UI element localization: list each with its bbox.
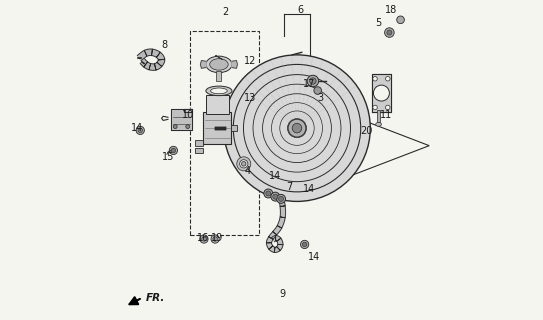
Text: 18: 18: [385, 5, 397, 15]
Text: 9: 9: [280, 289, 286, 299]
Text: 15: 15: [162, 152, 174, 162]
Polygon shape: [232, 60, 237, 68]
Circle shape: [302, 242, 307, 247]
Circle shape: [300, 240, 309, 249]
Circle shape: [314, 87, 321, 94]
Circle shape: [387, 30, 392, 35]
Circle shape: [213, 237, 217, 241]
Circle shape: [237, 157, 251, 171]
Circle shape: [397, 16, 405, 24]
Bar: [216, 71, 222, 81]
Text: 2: 2: [222, 7, 229, 17]
Bar: [195, 140, 203, 146]
Bar: [231, 125, 237, 131]
Circle shape: [373, 76, 377, 81]
Text: 11: 11: [380, 110, 392, 120]
Bar: [206, 95, 229, 114]
Bar: [377, 110, 380, 123]
Text: 13: 13: [244, 93, 257, 103]
Circle shape: [279, 196, 283, 201]
Circle shape: [264, 189, 273, 198]
Text: 17: 17: [303, 78, 315, 89]
Circle shape: [201, 237, 206, 241]
Text: 7: 7: [286, 182, 292, 192]
Circle shape: [239, 160, 248, 168]
Text: 4: 4: [244, 166, 250, 176]
Circle shape: [288, 119, 306, 137]
Circle shape: [171, 148, 175, 153]
Circle shape: [266, 191, 271, 196]
Circle shape: [307, 75, 319, 87]
Circle shape: [200, 235, 208, 243]
Text: 14: 14: [304, 184, 315, 194]
Text: 6: 6: [297, 5, 303, 15]
Circle shape: [374, 85, 389, 101]
Text: 14: 14: [131, 123, 143, 133]
Ellipse shape: [376, 123, 381, 126]
Circle shape: [136, 126, 144, 134]
Polygon shape: [267, 198, 286, 252]
Text: FR.: FR.: [146, 293, 165, 303]
Polygon shape: [171, 109, 192, 130]
Ellipse shape: [210, 59, 228, 70]
Polygon shape: [137, 49, 165, 70]
Text: 19: 19: [211, 233, 224, 243]
Bar: [190, 31, 259, 235]
Circle shape: [242, 162, 246, 166]
Polygon shape: [200, 60, 206, 68]
Text: 3: 3: [318, 93, 324, 103]
Circle shape: [224, 55, 370, 201]
Circle shape: [384, 28, 394, 37]
Circle shape: [276, 195, 286, 203]
Ellipse shape: [206, 56, 232, 73]
Circle shape: [310, 78, 316, 84]
Ellipse shape: [211, 88, 227, 94]
Circle shape: [373, 105, 377, 110]
Text: 14: 14: [308, 252, 320, 262]
Circle shape: [386, 105, 390, 110]
Text: 12: 12: [244, 56, 257, 66]
Circle shape: [292, 123, 302, 133]
Circle shape: [273, 194, 278, 199]
Text: 20: 20: [361, 126, 373, 136]
Ellipse shape: [206, 86, 232, 96]
Bar: [195, 148, 203, 153]
Circle shape: [173, 125, 177, 129]
Text: 16: 16: [197, 233, 209, 243]
Circle shape: [386, 76, 390, 81]
Text: 5: 5: [375, 18, 381, 28]
Circle shape: [169, 146, 178, 155]
Text: 8: 8: [162, 40, 168, 50]
Circle shape: [211, 235, 219, 243]
Polygon shape: [372, 74, 391, 112]
Circle shape: [271, 192, 280, 201]
Text: 14: 14: [269, 171, 281, 181]
Text: 10: 10: [182, 110, 194, 120]
Circle shape: [138, 128, 142, 132]
Bar: [203, 112, 231, 144]
Circle shape: [186, 125, 190, 129]
